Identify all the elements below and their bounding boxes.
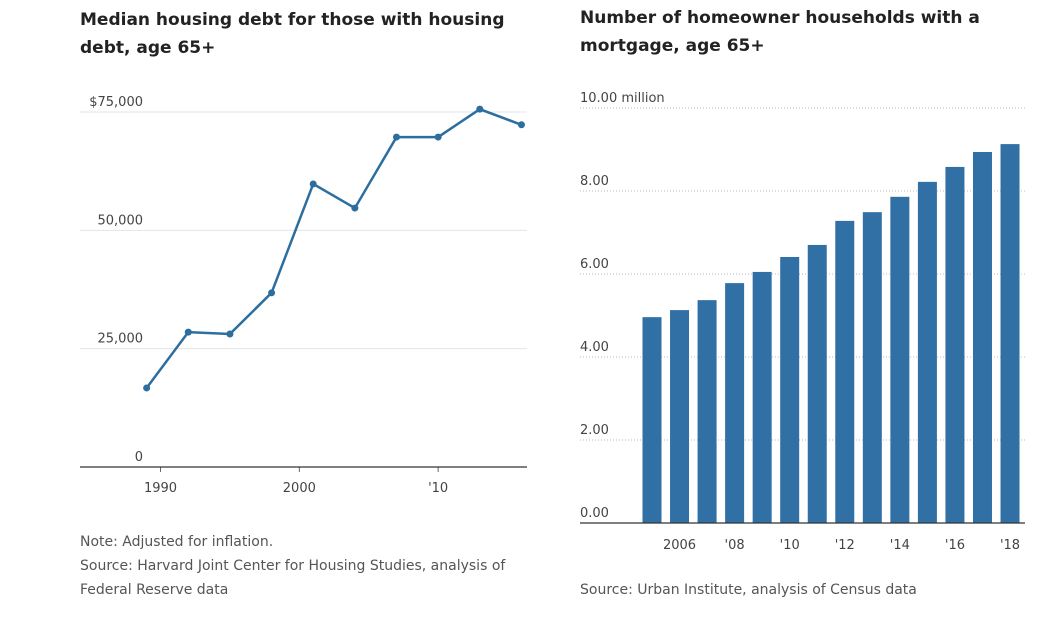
x-tick-label: '10 bbox=[428, 481, 448, 496]
y-tick-label: $75,000 bbox=[89, 95, 143, 110]
bar bbox=[862, 212, 882, 524]
bar bbox=[890, 196, 910, 523]
bar bbox=[642, 317, 662, 523]
point bbox=[517, 121, 525, 129]
y-tick-label: 25,000 bbox=[98, 332, 144, 347]
point bbox=[351, 204, 359, 212]
point bbox=[393, 133, 401, 141]
point bbox=[184, 328, 192, 336]
point bbox=[268, 289, 276, 297]
y-tick-label: 6.00 bbox=[580, 257, 609, 272]
source: Source: Urban Institute, analysis of Cen… bbox=[580, 582, 917, 598]
bar bbox=[917, 181, 937, 523]
point bbox=[476, 105, 484, 113]
bar bbox=[780, 256, 800, 523]
bar bbox=[1000, 144, 1020, 524]
y-tick-label: 0 bbox=[135, 450, 143, 465]
line bbox=[145, 107, 522, 389]
x-tick-label: 2006 bbox=[663, 538, 696, 553]
point bbox=[434, 133, 442, 141]
bar bbox=[972, 151, 992, 524]
bar bbox=[670, 310, 690, 523]
x-tick-label: '18 bbox=[1000, 538, 1020, 553]
y-tick-label: 4.00 bbox=[580, 340, 609, 355]
note: Note: Adjusted for inflation. bbox=[80, 534, 274, 550]
point bbox=[143, 384, 151, 392]
y-tick-label: 50,000 bbox=[98, 213, 144, 228]
x-tick-label: '14 bbox=[890, 538, 910, 553]
bar bbox=[945, 166, 965, 523]
bar bbox=[752, 271, 772, 523]
point bbox=[226, 330, 234, 338]
y-tick-label: 2.00 bbox=[580, 423, 609, 438]
point bbox=[309, 180, 317, 188]
x-tick-label: '16 bbox=[945, 538, 965, 553]
x-tick-label: '12 bbox=[835, 538, 855, 553]
x-tick-label: '10 bbox=[780, 538, 800, 553]
x-tick-label: 1990 bbox=[144, 481, 177, 496]
y-tick-label: 10.00 million bbox=[580, 91, 665, 106]
bar bbox=[697, 300, 717, 523]
chart-title: Number of homeowner households with a mo… bbox=[580, 8, 980, 56]
y-tick-label: 0.00 bbox=[580, 506, 609, 521]
source: Source: Harvard Joint Center for Housing… bbox=[80, 558, 506, 598]
bar bbox=[835, 220, 855, 523]
chart-title: Median housing debt for those with housi… bbox=[80, 10, 505, 58]
y-tick-label: 8.00 bbox=[580, 174, 609, 189]
x-tick-label: 2000 bbox=[283, 481, 316, 496]
x-tick-label: '08 bbox=[725, 538, 745, 553]
bar bbox=[807, 244, 827, 523]
bar bbox=[725, 283, 745, 523]
